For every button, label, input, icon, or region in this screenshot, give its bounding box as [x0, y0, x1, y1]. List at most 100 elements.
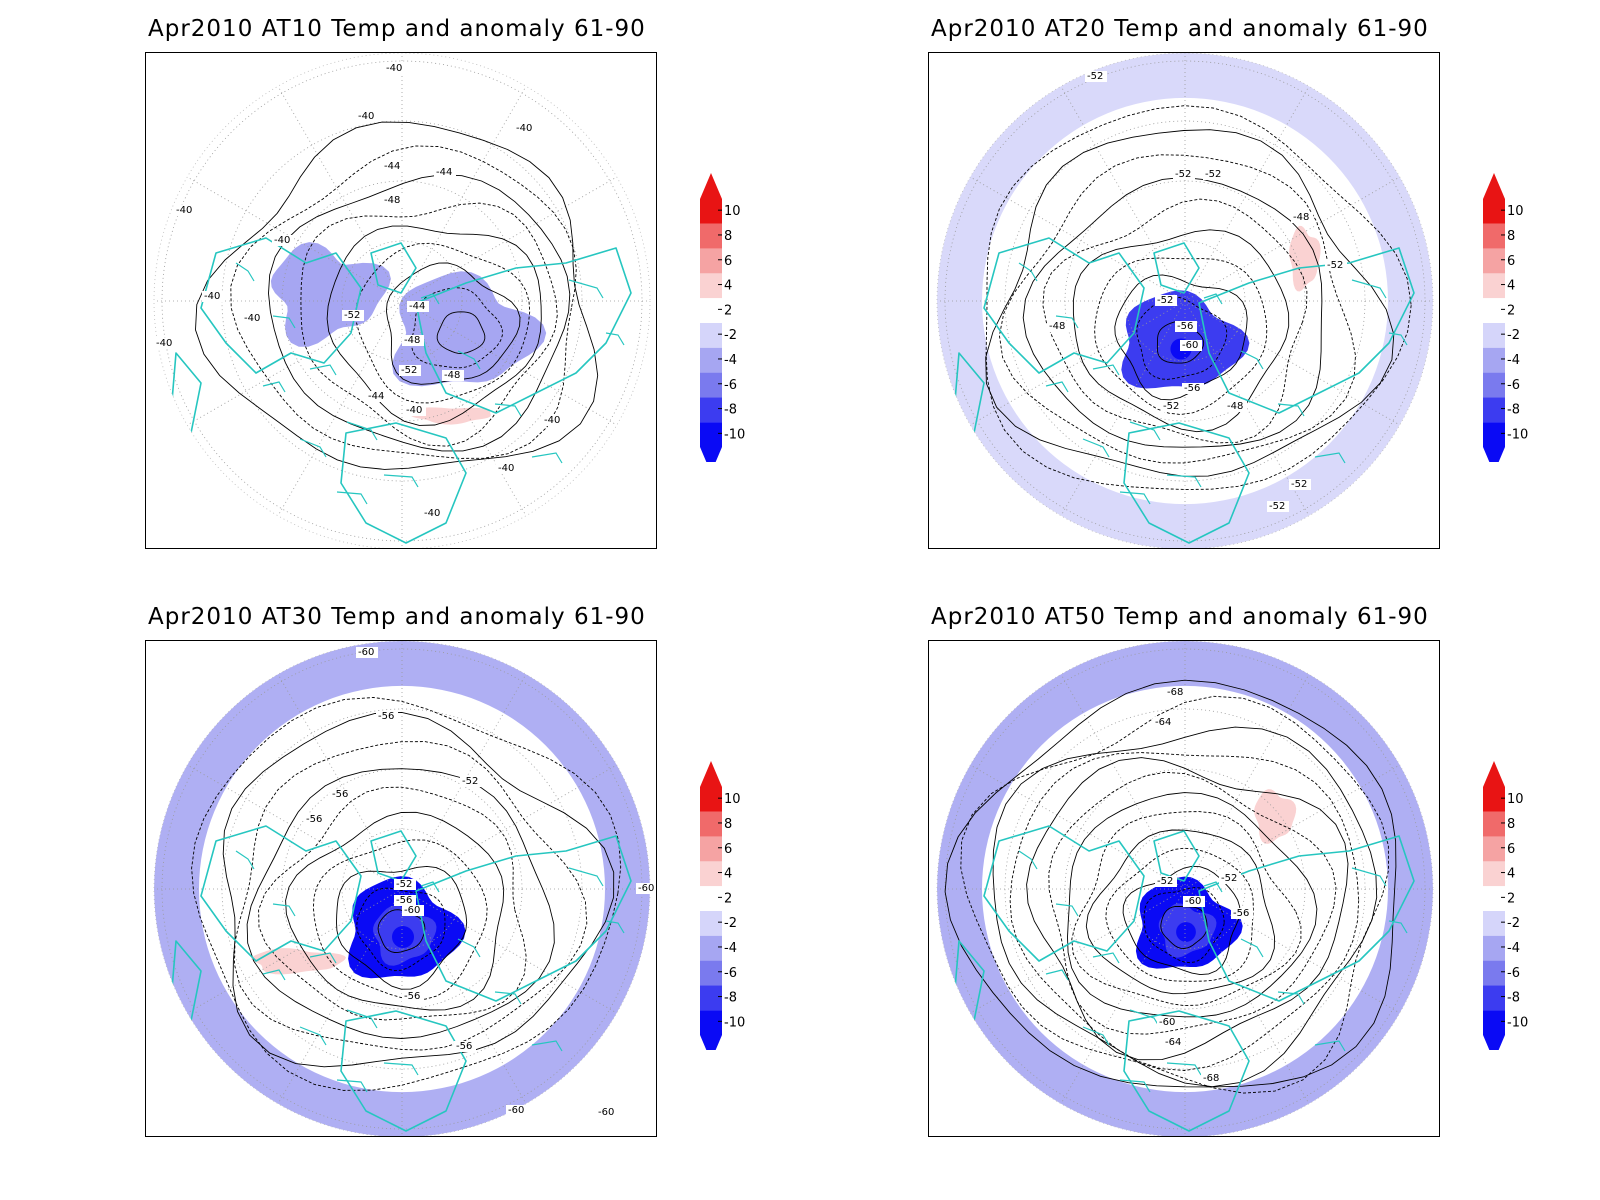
meridian: [277, 674, 403, 890]
colorbar-swatch: [700, 248, 722, 274]
temperature-contour: [268, 174, 571, 452]
contour-label-bg: [454, 1041, 476, 1052]
colorbar-swatch: [700, 861, 722, 887]
coastline: [170, 352, 202, 434]
country-border: [457, 938, 481, 958]
temperature-contour: [436, 311, 486, 355]
contour-label: -40: [422, 508, 444, 519]
meridian: [277, 888, 403, 1104]
coastline: [415, 247, 632, 414]
contour-label-bg: [636, 883, 656, 894]
contour-label-text: -40: [544, 415, 560, 426]
polar-map: -40 -40 -40 -44 -44 -48 -40 -40 -40 -40 -52 -44 -48 -…: [145, 52, 657, 549]
contour-label-text: -48: [444, 370, 460, 381]
temperature-contour: [336, 865, 468, 990]
contour-label: -56: [1175, 321, 1197, 332]
contour-label-text: -40: [176, 205, 192, 216]
contour-label: -60: [402, 905, 424, 916]
anomaly-region: [251, 948, 346, 975]
anomaly-region: [392, 271, 547, 387]
colorbar-tick-label: -10: [724, 427, 745, 442]
contour-label-bg: [1203, 169, 1225, 180]
contour-label-text: -60: [1185, 896, 1201, 907]
temperature-contour: [230, 145, 577, 459]
contour-label-bg: [402, 991, 424, 1002]
contour-label-bg: [304, 814, 326, 825]
colorbar-tick-label: 10: [1507, 792, 1524, 807]
country-border: [262, 381, 286, 393]
contour-label-bg: [1173, 169, 1195, 180]
contour-label-text: -40: [406, 405, 422, 416]
colorbar-tick-label: 6: [1507, 254, 1515, 269]
contour-label: -56: [1231, 908, 1253, 919]
country-border: [383, 474, 419, 488]
colorbar-tick-label: 6: [1507, 842, 1515, 857]
country-border: [1203, 293, 1223, 305]
contour-label: -52: [394, 879, 416, 890]
map-disc: [154, 53, 650, 548]
contour-label-text: -56: [1233, 908, 1249, 919]
temperature-contour: [1042, 198, 1308, 444]
contour-label-text: -52: [1205, 169, 1221, 180]
meridian: [970, 888, 1186, 1014]
temperature-contour: [1085, 829, 1275, 995]
contour-label: -64: [1163, 1037, 1185, 1048]
contour-label-text: -52: [1163, 401, 1179, 412]
contour-label-bg: [1153, 717, 1175, 728]
temperature-contour: [326, 225, 542, 426]
contour-label: -48: [1047, 321, 1069, 332]
country-border: [383, 1062, 419, 1076]
contour-label-bg: [442, 370, 464, 381]
contour-label-text: -52: [1327, 260, 1343, 271]
contour-label-bg: [154, 338, 176, 349]
contour-label: -40: [514, 123, 536, 134]
contour-label: -52: [1161, 401, 1183, 412]
contour-label-bg: [1155, 295, 1177, 306]
contour-label: -52: [1155, 876, 1177, 887]
country-border: [235, 262, 255, 282]
contour-label-bg: [402, 905, 424, 916]
meridian: [187, 764, 403, 890]
colorbar-tick-label: -4: [724, 353, 737, 368]
colorbar-tick-label: -4: [1507, 941, 1520, 956]
temperature-contour: [285, 811, 505, 1011]
temperature-contour: [1067, 792, 1318, 1018]
colorbar-swatch: [1483, 787, 1505, 812]
map-svg: -68 -64 -52 -52 -60 -56 -60 -64 -68: [936, 641, 1434, 1136]
country-border: [346, 421, 378, 441]
colorbar: 10 8 6 4 2 -2 -4 -6 -8 -10: [700, 761, 745, 1050]
contour-label-bg: [1291, 212, 1313, 223]
colorbar-swatch: [700, 372, 722, 398]
colorbar-top-arrow: [700, 173, 722, 199]
meridian: [970, 764, 1186, 890]
country-border: [494, 403, 522, 417]
temperature-contour: [944, 679, 1397, 1088]
contour-label-bg: [404, 405, 426, 416]
contour-label-text: -52: [1175, 169, 1191, 180]
contour-label: -44: [434, 167, 456, 178]
colorbar-swatch: [1483, 273, 1505, 299]
contour-label-bg: [407, 301, 429, 312]
country-border: [1351, 279, 1387, 299]
contour-label: -52: [1219, 873, 1241, 884]
country-border: [605, 332, 625, 346]
temperature-contour: [992, 726, 1378, 1088]
contour-label-text: -52: [1269, 501, 1285, 512]
coastline: [1123, 1010, 1250, 1132]
colorbar-swatch: [1483, 199, 1505, 224]
country-border: [309, 952, 337, 964]
colorbar-swatch: [1483, 935, 1505, 961]
coastline: [1198, 835, 1415, 1002]
contour-label: -48: [402, 335, 424, 346]
contour-label-text: -60: [404, 905, 420, 916]
contour-label-bg: [382, 161, 404, 172]
temperature-contour: [1160, 905, 1208, 949]
contour-label-text: -44: [409, 301, 425, 312]
contour-label: -40: [202, 291, 224, 302]
country-border: [1240, 938, 1264, 958]
meridian: [401, 86, 527, 302]
contour-label-bg: [1267, 501, 1289, 512]
country-border: [1018, 850, 1038, 870]
contour-label-text: -40: [424, 508, 440, 519]
contour-label: -60: [356, 647, 378, 658]
